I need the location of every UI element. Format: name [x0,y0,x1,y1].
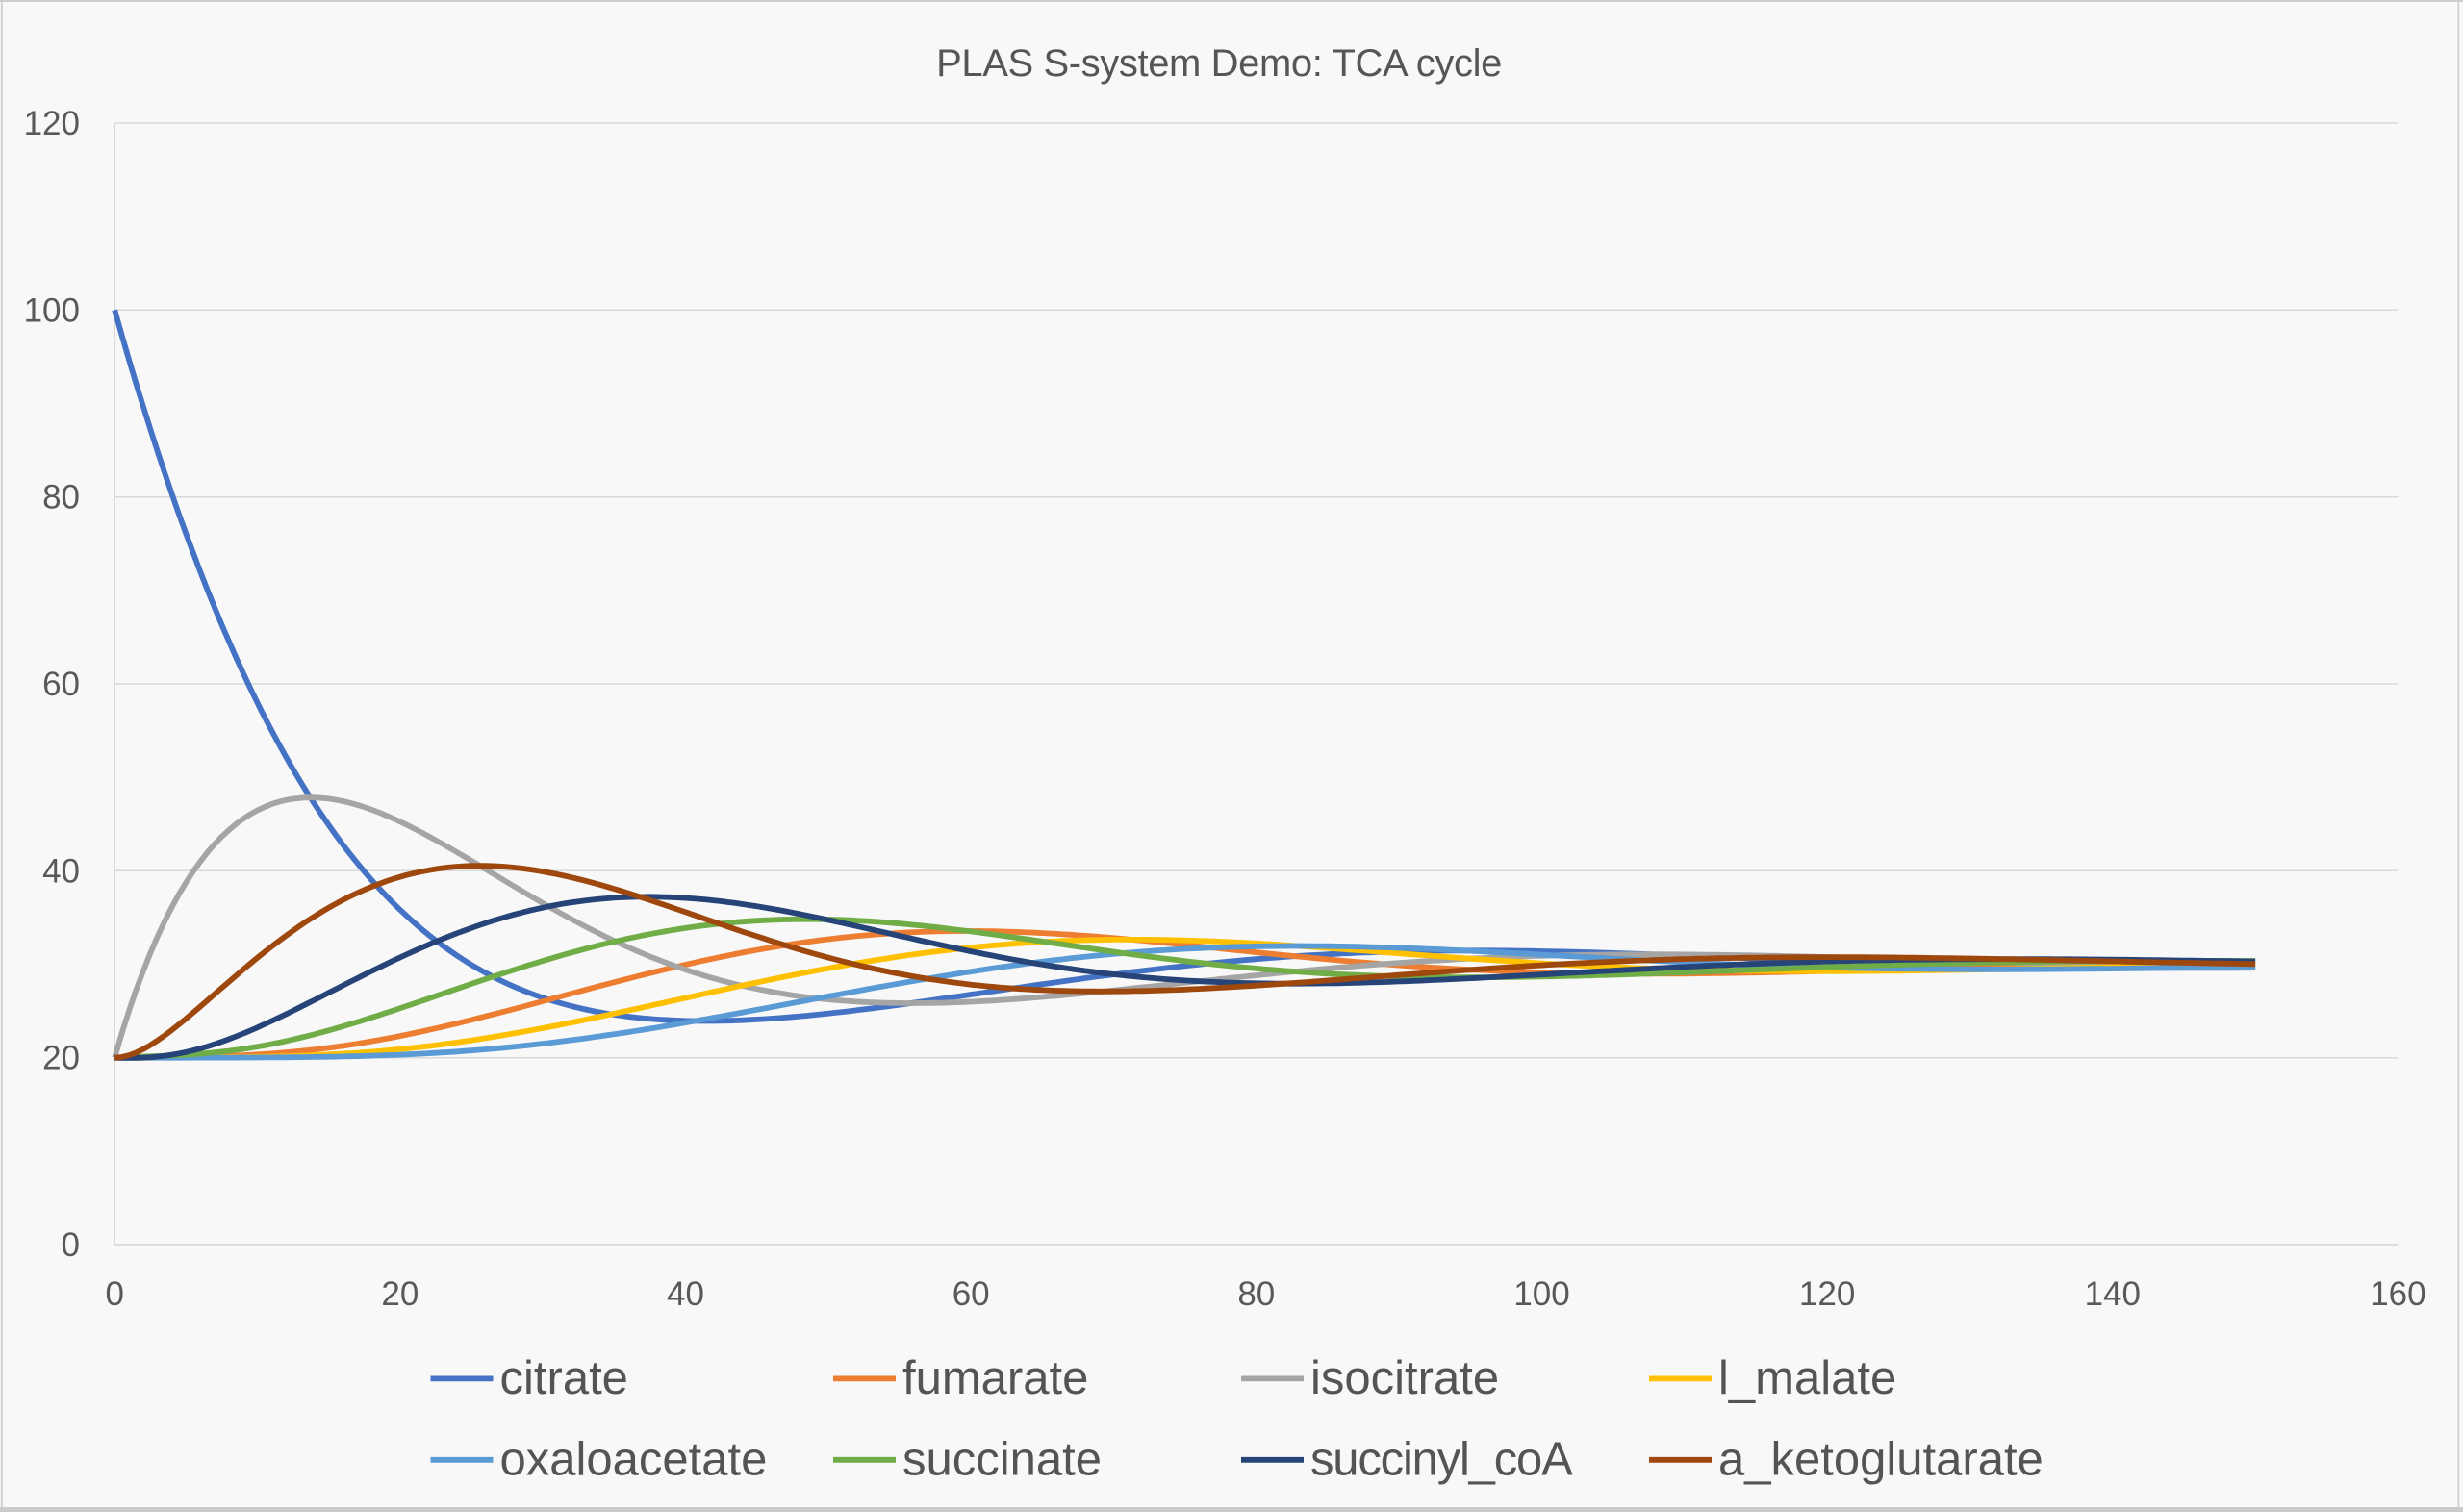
svg-text:0: 0 [105,1275,123,1313]
svg-text:40: 40 [42,852,80,890]
svg-text:80: 80 [42,479,80,517]
svg-text:PLAS S-system Demo: TCA cycle: PLAS S-system Demo: TCA cycle [936,42,1502,85]
svg-text:oxaloacetate: oxaloacetate [500,1433,768,1485]
svg-text:fumarate: fumarate [902,1352,1088,1404]
svg-text:a_ketoglutarate: a_ketoglutarate [1718,1433,2044,1485]
svg-text:100: 100 [24,291,80,329]
svg-text:120: 120 [1799,1275,1855,1313]
svg-text:120: 120 [24,105,80,142]
svg-text:succinyl_coA: succinyl_coA [1310,1433,1573,1485]
svg-text:40: 40 [667,1275,704,1313]
svg-text:60: 60 [42,666,80,703]
svg-text:20: 20 [381,1275,419,1313]
svg-text:succinate: succinate [902,1433,1102,1485]
svg-text:citrate: citrate [500,1352,628,1404]
svg-text:l_malate: l_malate [1718,1352,1896,1404]
svg-text:100: 100 [1513,1275,1569,1313]
svg-text:80: 80 [1237,1275,1275,1313]
svg-text:140: 140 [2085,1275,2141,1313]
svg-text:160: 160 [2370,1275,2425,1313]
svg-text:20: 20 [42,1040,80,1077]
svg-text:isocitrate: isocitrate [1310,1352,1499,1404]
svg-text:0: 0 [62,1226,80,1264]
svg-text:60: 60 [952,1275,990,1313]
